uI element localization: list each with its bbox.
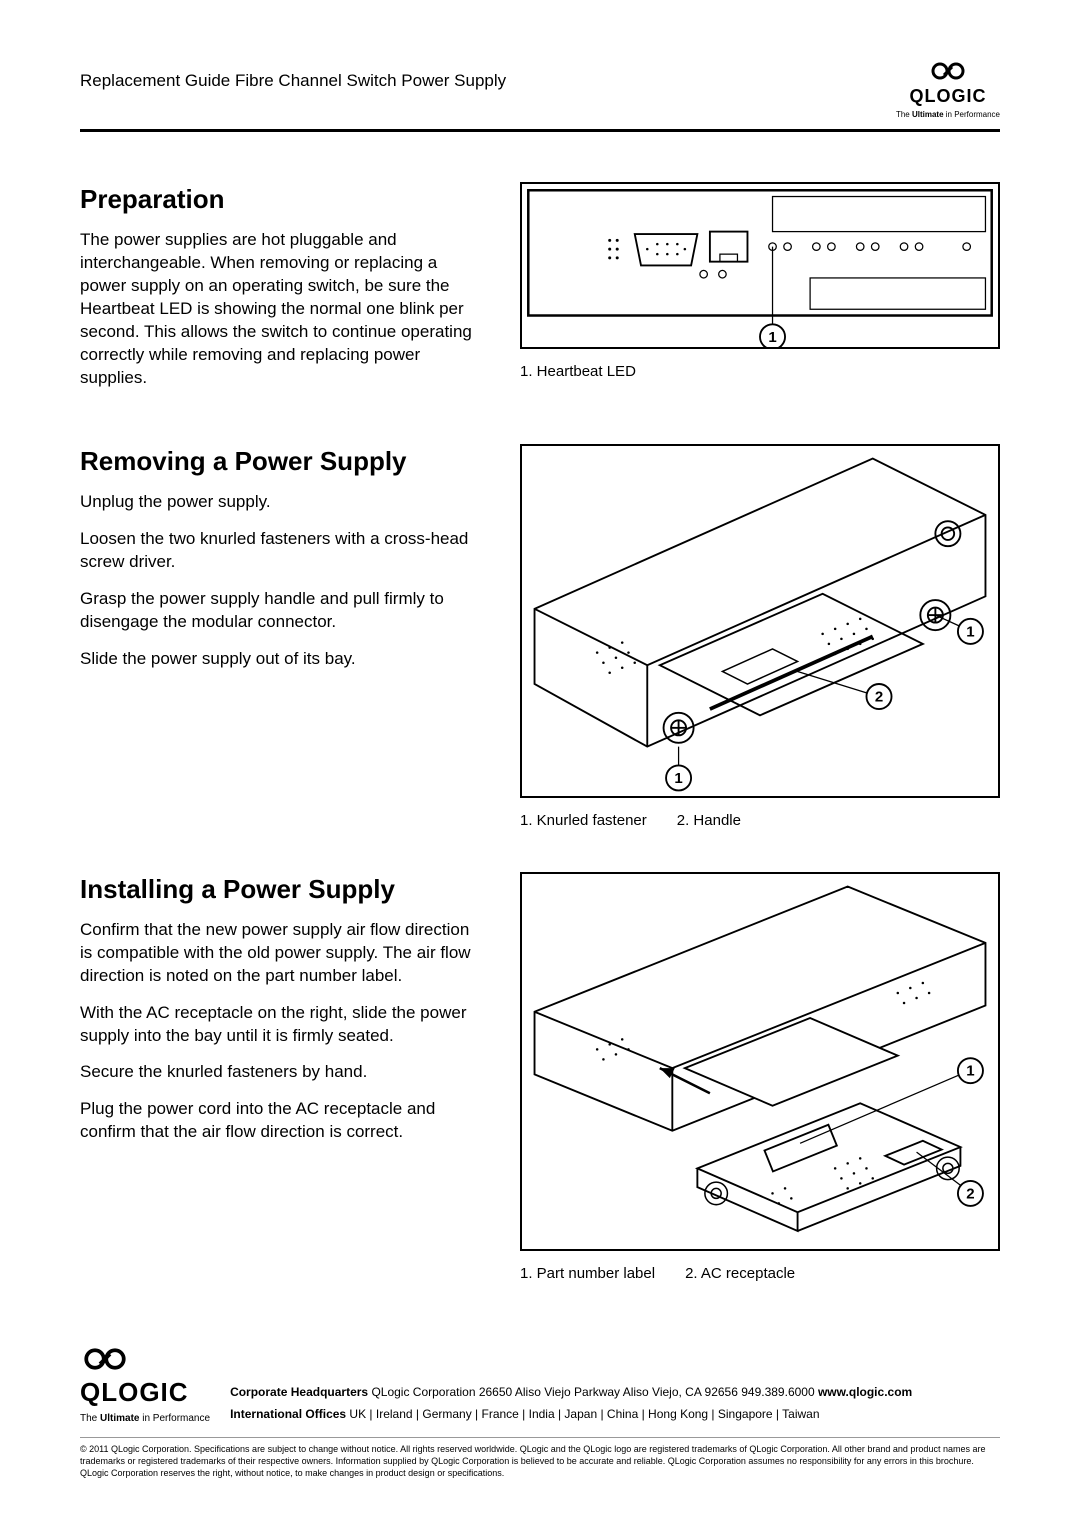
- caption-handle: 2. Handle: [677, 811, 741, 831]
- footer-brand: QLOGIC: [80, 1375, 210, 1410]
- install-text-col: Installing a Power Supply Confirm that t…: [80, 872, 480, 1159]
- footer-hq: Corporate Headquarters QLogic Corporatio…: [230, 1382, 1000, 1404]
- remove-p1: Unplug the power supply.: [80, 491, 480, 514]
- caption-partlabel: 1. Part number label: [520, 1264, 655, 1284]
- section-installing: Installing a Power Supply Confirm that t…: [80, 872, 1000, 1285]
- page-footer: QLOGIC The Ultimate in Performance Corpo…: [80, 1345, 1000, 1480]
- legal-text: © 2011 QLogic Corporation. Specification…: [80, 1444, 1000, 1479]
- section-removing: Removing a Power Supply Unplug the power…: [80, 444, 1000, 832]
- footer-tagline: The Ultimate in Performance: [80, 1412, 210, 1426]
- install-heading: Installing a Power Supply: [80, 872, 480, 907]
- caption-heartbeat: 1. Heartbeat LED: [520, 362, 636, 382]
- remove-figure-col: 1 1 2 1. Knurled fastener 2. Handle: [520, 444, 1000, 832]
- footer-rule: [80, 1437, 1000, 1438]
- caption-fastener: 1. Knurled fastener: [520, 811, 647, 831]
- page-header: Replacement Guide Fibre Channel Switch P…: [80, 60, 1000, 121]
- doc-title: Replacement Guide Fibre Channel Switch P…: [80, 60, 506, 93]
- prep-body: The power supplies are hot pluggable and…: [80, 229, 480, 390]
- remove-text-col: Removing a Power Supply Unplug the power…: [80, 444, 480, 685]
- svg-text:1: 1: [966, 623, 974, 640]
- qlogic-icon: [80, 1345, 130, 1373]
- brand-tagline: The Ultimate in Performance: [896, 110, 1000, 121]
- prep-caption: 1. Heartbeat LED: [520, 362, 1000, 382]
- remove-p2: Loosen the two knurled fasteners with a …: [80, 528, 480, 574]
- remove-caption: 1. Knurled fastener 2. Handle: [520, 811, 1000, 831]
- figure-install-psu: 1 2: [520, 872, 1000, 1252]
- brand-name: QLOGIC: [896, 84, 1000, 108]
- remove-p4: Slide the power supply out of its bay.: [80, 648, 480, 671]
- caption-receptacle: 2. AC receptacle: [685, 1264, 795, 1284]
- remove-p3: Grasp the power supply handle and pull f…: [80, 588, 480, 634]
- footer-contact: Corporate Headquarters QLogic Corporatio…: [230, 1382, 1000, 1425]
- prep-heading: Preparation: [80, 182, 480, 217]
- install-p1: Confirm that the new power supply air fl…: [80, 919, 480, 988]
- install-p2: With the AC receptacle on the right, sli…: [80, 1002, 480, 1048]
- svg-text:2: 2: [875, 688, 883, 705]
- prep-figure-col: 1 1. Heartbeat LED: [520, 182, 1000, 382]
- install-p4: Plug the power cord into the AC receptac…: [80, 1098, 480, 1144]
- figure-remove-psu: 1 1 2: [520, 444, 1000, 799]
- section-preparation: Preparation The power supplies are hot p…: [80, 182, 1000, 404]
- install-p3: Secure the knurled fasteners by hand.: [80, 1061, 480, 1084]
- prep-text-col: Preparation The power supplies are hot p…: [80, 182, 480, 404]
- header-rule: [80, 129, 1000, 132]
- svg-text:2: 2: [966, 1185, 974, 1202]
- install-caption: 1. Part number label 2. AC receptacle: [520, 1264, 1000, 1284]
- svg-text:1: 1: [966, 1062, 974, 1079]
- figure-heartbeat-led: 1: [520, 182, 1000, 349]
- remove-heading: Removing a Power Supply: [80, 444, 480, 479]
- qlogic-icon: [928, 60, 968, 82]
- footer-logo: QLOGIC The Ultimate in Performance: [80, 1345, 210, 1426]
- svg-text:1: 1: [674, 770, 682, 787]
- install-figure-col: 1 2 1. Part number label 2. AC receptacl…: [520, 872, 1000, 1285]
- svg-text:1: 1: [768, 329, 776, 346]
- brand-logo: QLOGIC The Ultimate in Performance: [896, 60, 1000, 121]
- footer-intl: International Offices UK | Ireland | Ger…: [230, 1404, 1000, 1426]
